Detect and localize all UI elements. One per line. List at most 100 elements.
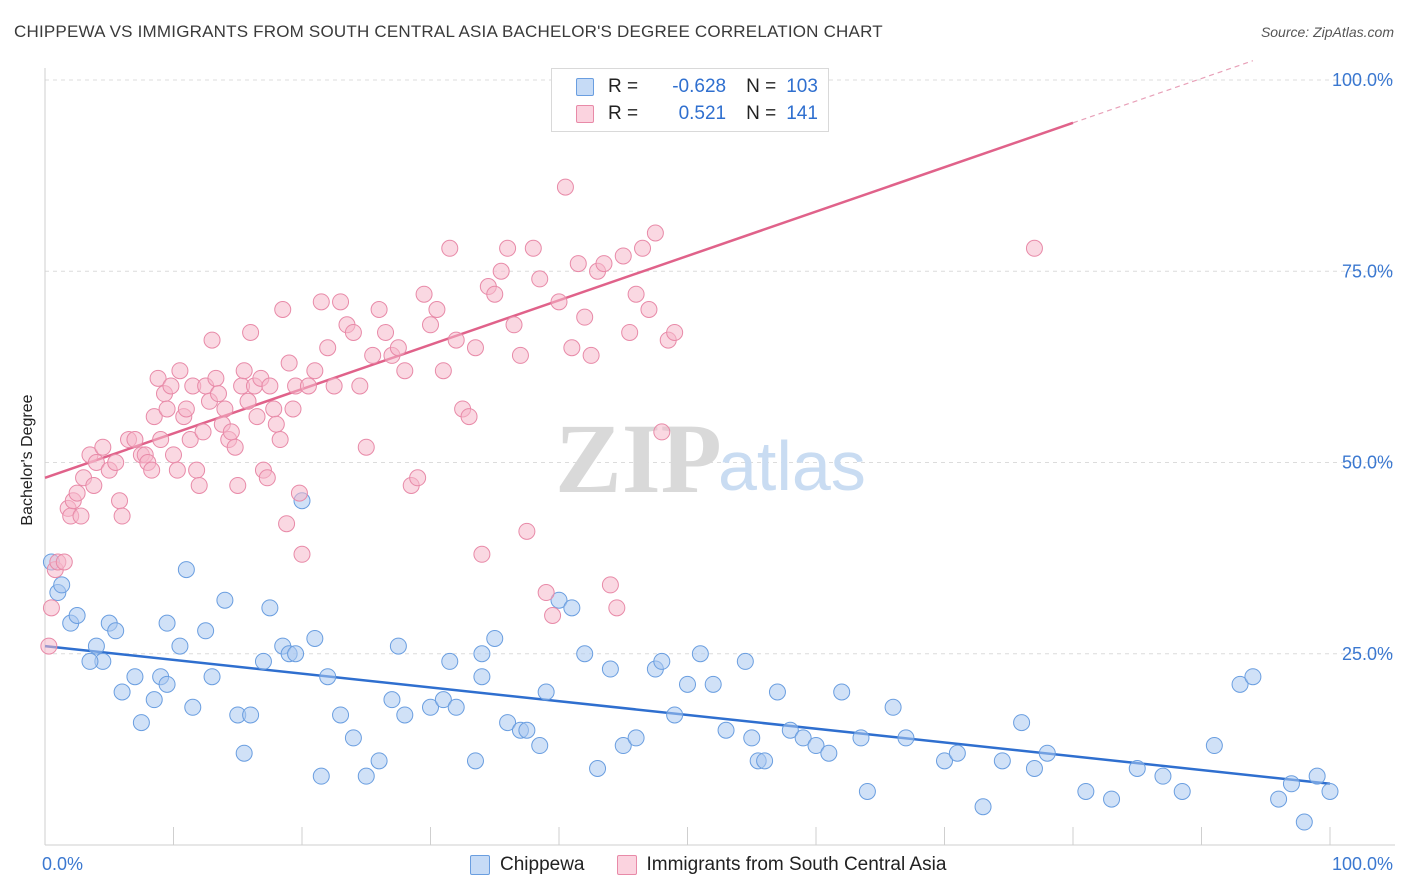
immigrants-point [248,408,266,426]
immigrants-point [595,255,613,273]
immigrants-point [258,469,276,487]
immigrants-point [434,362,452,380]
immigrants-point [267,415,285,433]
chippewa-point [1013,714,1031,732]
chippewa-point [473,645,491,663]
legend-r-value-immigrants: 0.521 [678,103,727,124]
immigrants-point [171,362,189,380]
immigrants-point [229,476,247,494]
chippewa-point [704,675,722,693]
chippewa-point [550,591,568,609]
chippewa-point [332,706,350,724]
immigrants-point [634,239,652,257]
chippewa-point [68,607,86,624]
immigrants-point [55,553,73,571]
chippewa-point [158,675,176,693]
y-axis-label: Bachelor's Degree [19,394,36,526]
immigrants-point [582,346,600,364]
legend-item-immigrants: Immigrants from South Central Asia [616,854,946,876]
immigrants-point [640,301,658,318]
y-tick-label: 100.0% [1332,70,1393,90]
immigrants-point [181,431,199,449]
immigrants-trend-extension [1072,60,1254,124]
legend-row-chippewa: R = -0.628 N = 103 [576,75,818,99]
immigrants-point [113,507,131,525]
immigrants-point [190,476,208,494]
chippewa-point [820,744,838,762]
y-tick-label: 75.0% [1342,261,1393,281]
legend-swatch-pink [616,855,637,875]
immigrants-point [152,431,170,449]
immigrants-point [441,239,459,257]
chippewa-point [1128,760,1146,777]
immigrants-point [261,377,279,395]
legend-swatch-blue [470,855,490,875]
chippewa-point [383,691,401,709]
immigrants-point [290,484,308,502]
x-tick-label: 100.0% [1332,854,1393,874]
immigrants-point [621,323,639,341]
chippewa-point [357,767,375,785]
chippewa-point [897,729,915,747]
immigrants-point [85,476,103,494]
immigrants-point [332,293,350,311]
immigrants-point [299,377,317,395]
chippewa-point [113,683,131,701]
immigrants-point [168,461,186,479]
immigrants-point [569,255,587,273]
chippewa-point [132,714,150,732]
chippewa-point [344,729,362,747]
legend-r-value-chippewa: -0.628 [672,76,727,97]
immigrants-point [194,423,212,441]
immigrants-point [72,507,90,525]
legend-n-value-chippewa: 103 [786,76,818,97]
immigrants-point [531,270,549,288]
immigrants-point [265,400,283,418]
chippewa-point [171,637,189,655]
chippewa-point [679,675,696,693]
chippewa-point [216,591,234,609]
immigrants-point [460,408,478,426]
immigrants-point [68,484,86,502]
immigrants-point [499,239,517,257]
chippewa-point [563,599,581,617]
immigrants-point [666,323,684,341]
immigrants-point [158,400,176,418]
chippewa-point [936,752,953,770]
chippewa-point [627,729,645,747]
chippewa-point [601,660,619,678]
chippewa-point [1244,668,1262,686]
watermark-zip: ZIP [555,403,722,514]
chippewa-point [1025,760,1043,777]
immigrants-point [518,522,536,540]
chippewa-point [653,652,671,670]
series-legend: Chippewa Immigrants from South Central A… [470,852,978,878]
chippewa-point [756,752,774,770]
y-tick-label: 25.0% [1342,644,1393,664]
chippewa-point [499,714,517,732]
chippewa-point [518,721,536,739]
legend-row-immigrants: R = 0.521 N = 141 [576,102,818,126]
chippewa-point [242,706,260,724]
legend-r-label: R = [608,103,639,124]
immigrants-point [284,400,302,418]
chippewa-point [1295,813,1313,831]
chippewa-point [1154,767,1172,785]
immigrants-point [325,377,343,395]
chippewa-point [486,629,504,647]
immigrants-point [207,369,225,387]
immigrants-point [94,438,112,456]
immigrants-point [473,545,491,563]
chippewa-point [203,668,221,686]
y-tick-label: 50.0% [1342,453,1393,473]
chippewa-point [184,698,202,716]
legend-n-value-immigrants: 141 [786,103,818,124]
chippewa-point [1231,675,1249,693]
source-label: Source: ZipAtlas.com [1260,24,1394,40]
immigrants-point [428,301,446,318]
legend-label-chippewa: Chippewa [500,854,585,875]
immigrants-point [126,431,144,449]
immigrants-point [319,339,337,357]
immigrants-point [87,454,105,471]
